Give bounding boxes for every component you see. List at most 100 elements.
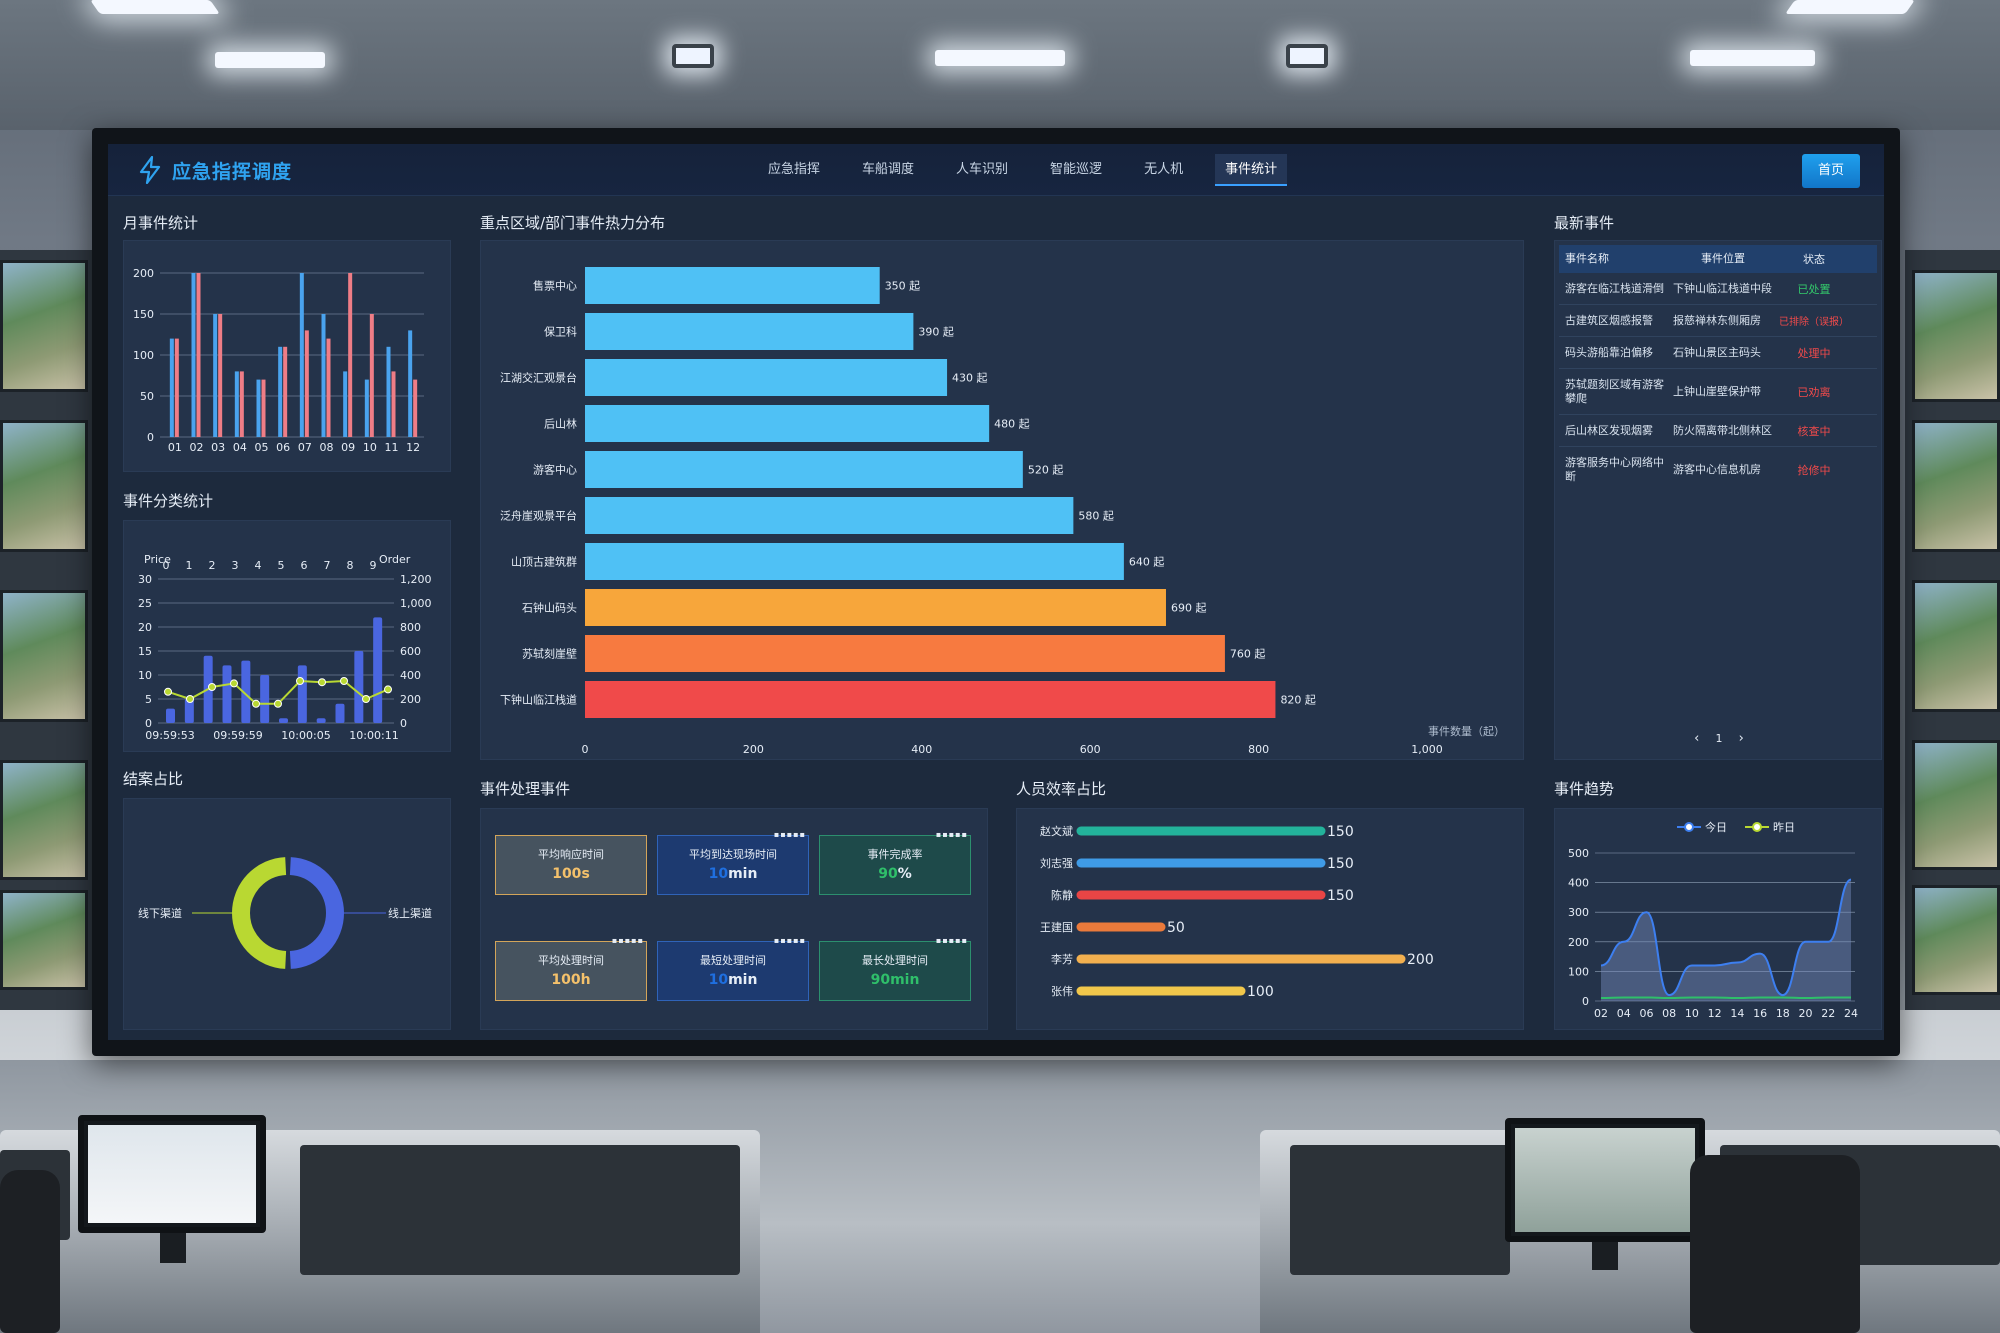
person-label: 王建国 xyxy=(1040,920,1073,934)
y-tick-label: 0 xyxy=(1582,995,1589,1008)
bar xyxy=(222,665,232,723)
console-panel xyxy=(1290,1145,1510,1275)
bar xyxy=(260,675,270,723)
chevron-left-icon[interactable]: ‹ xyxy=(1694,731,1700,746)
category-label: 后山林 xyxy=(544,417,577,431)
nav-person-vehicle-recognition[interactable]: 人车识别 xyxy=(956,162,1009,177)
metric-min-handling: ▪▪▪▪▪ 最短处理时间 10min xyxy=(657,936,809,1001)
bar xyxy=(585,267,880,304)
table-row[interactable]: 游客在临江栈道滑倒 下钟山临江栈道中段 已处置 xyxy=(1559,273,1877,305)
home-button[interactable]: 首页 xyxy=(1802,154,1860,188)
category-label: 保卫科 xyxy=(544,325,577,339)
category-panel-title: 事件分类统计 xyxy=(123,492,214,510)
nav-emergency-command[interactable]: 应急指挥 xyxy=(768,162,821,177)
category-label: 山顶古建筑群 xyxy=(511,555,577,569)
bar xyxy=(304,330,309,437)
monitor-stand xyxy=(1592,1242,1618,1270)
status-badge: 抢修中 xyxy=(1797,464,1831,477)
table-row[interactable]: 苏轼题刻区域有游客攀爬 上钟山崖壁保护带 已劝离 xyxy=(1559,369,1877,415)
data-label: 100 xyxy=(1247,984,1274,1000)
line-point xyxy=(252,699,260,708)
top-tick-label: 0 xyxy=(163,559,170,572)
chevron-right-icon[interactable]: › xyxy=(1738,731,1744,746)
metric-completion-rate: ▪▪▪▪▪ 事件完成率 90% xyxy=(819,830,971,895)
bar xyxy=(391,371,396,437)
table-row[interactable]: 游客服务中心网络中断 游客中心信息机房 抢修中 xyxy=(1559,447,1877,493)
metric-avg-arrival: ▪▪▪▪▪ 平均到达现场时间 10min xyxy=(657,830,809,895)
metric-value: 100 xyxy=(551,972,581,988)
metric-unit: h xyxy=(580,972,591,988)
right-tick-label: 1,000 xyxy=(400,597,432,610)
data-label: 580 起 xyxy=(1078,510,1114,523)
page-number[interactable]: 1 xyxy=(1715,732,1723,745)
top-tick-label: 3 xyxy=(232,559,239,572)
app-title: 应急指挥调度 xyxy=(172,160,293,183)
latest-panel-title: 最新事件 xyxy=(1554,214,1615,232)
bar xyxy=(239,371,244,437)
data-label: 690 起 xyxy=(1171,602,1207,615)
donut-slice xyxy=(232,857,287,969)
bar xyxy=(297,665,307,723)
nav-smart-patrol[interactable]: 智能巡逻 xyxy=(1050,162,1103,177)
data-label: 480 起 xyxy=(994,418,1029,431)
col-event-location: 事件位置 xyxy=(1701,252,1745,265)
bar xyxy=(191,273,196,437)
side-monitor xyxy=(0,260,88,392)
left-tick-label: 0 xyxy=(145,717,152,730)
right-tick-label: 400 xyxy=(400,669,421,682)
bar xyxy=(213,314,218,437)
bar xyxy=(279,718,288,723)
nav-vehicle-dispatch[interactable]: 车船调度 xyxy=(862,162,915,177)
data-label: 200 xyxy=(1407,952,1434,968)
person-label: 张伟 xyxy=(1051,985,1073,998)
metric-unit: s xyxy=(581,866,590,882)
nav-drone[interactable]: 无人机 xyxy=(1144,162,1184,177)
efficiency-card: 赵文斌 150 刘志强 150 陈静 150 王建国 50 李芳 200 张伟 100 xyxy=(1016,808,1524,1030)
bar xyxy=(283,346,288,437)
metric-max-handling: ▪▪▪▪▪ 最长处理时间 90min xyxy=(819,936,971,1001)
metric-value: 10 xyxy=(708,866,729,882)
category-chart-card: Price Order 0 1 2 3 4 5 6 7 8 9 0 5 10 15 20 25 30 0 200 400 6… xyxy=(123,520,451,752)
data-label: 820 起 xyxy=(1280,694,1316,707)
y-tick-label: 100 xyxy=(1568,965,1589,978)
corner-dots: ▪▪▪▪▪ xyxy=(935,830,968,839)
side-monitor xyxy=(1912,580,2000,712)
data-label: 150 xyxy=(1327,856,1354,872)
main-nav: 应急指挥 车船调度 人车识别 智能巡逻 无人机 事件统计 xyxy=(758,154,1288,186)
side-monitor xyxy=(0,420,88,552)
handling-card: 平均响应时间 100s ▪▪▪▪▪ 平均到达现场时间 10min ▪▪▪▪▪ 事… xyxy=(480,808,988,1030)
x-tick-label: 22 xyxy=(1821,1007,1835,1020)
table-row[interactable]: 后山林区发现烟雾 防火隔离带北侧林区 核查中 xyxy=(1559,415,1877,447)
left-tick-label: 20 xyxy=(138,621,152,634)
bar xyxy=(316,718,326,723)
metric-value: 90 xyxy=(870,972,891,988)
efficiency-panel-title: 人员效率占比 xyxy=(1016,780,1107,798)
table-row[interactable]: 古建筑区烟感报警 报慈禅林东侧厢房 已排除（误报） xyxy=(1559,305,1877,337)
line-point xyxy=(164,687,172,696)
bar xyxy=(326,338,331,437)
y-tick-label: 300 xyxy=(1568,906,1589,919)
bar xyxy=(166,708,175,723)
x-tick-label: 12 xyxy=(406,441,420,454)
data-label: 760 起 xyxy=(1230,648,1266,661)
left-axis-title: Price xyxy=(144,553,171,566)
x-tick-label: 04 xyxy=(1617,1007,1631,1020)
right-tick-label: 600 xyxy=(400,645,421,658)
x-tick-label: 05 xyxy=(255,441,269,454)
x-tick-label: 200 xyxy=(743,743,764,756)
line-point xyxy=(362,695,370,703)
y-tick-label: 150 xyxy=(133,308,154,321)
x-tick-label: 600 xyxy=(1080,743,1101,756)
x-tick-label: 09:59:59 xyxy=(213,729,262,742)
category-label: 售票中心 xyxy=(533,279,577,293)
bar xyxy=(585,313,914,350)
y-tick-label: 100 xyxy=(133,349,154,362)
line-point xyxy=(208,683,216,691)
trend-card: 0 100 200 300 400 500 02 04 06 08 10 12 14 16 18 20 22 24… xyxy=(1554,808,1882,1030)
nav-event-statistics[interactable]: 事件统计 xyxy=(1215,154,1288,186)
office-chair xyxy=(0,1170,60,1333)
bar xyxy=(585,359,948,396)
table-row[interactable]: 码头游船靠泊偏移 石钟山景区主码头 处理中 xyxy=(1559,337,1877,369)
bar xyxy=(373,617,383,723)
series-line-yesterday xyxy=(1600,996,1851,1000)
